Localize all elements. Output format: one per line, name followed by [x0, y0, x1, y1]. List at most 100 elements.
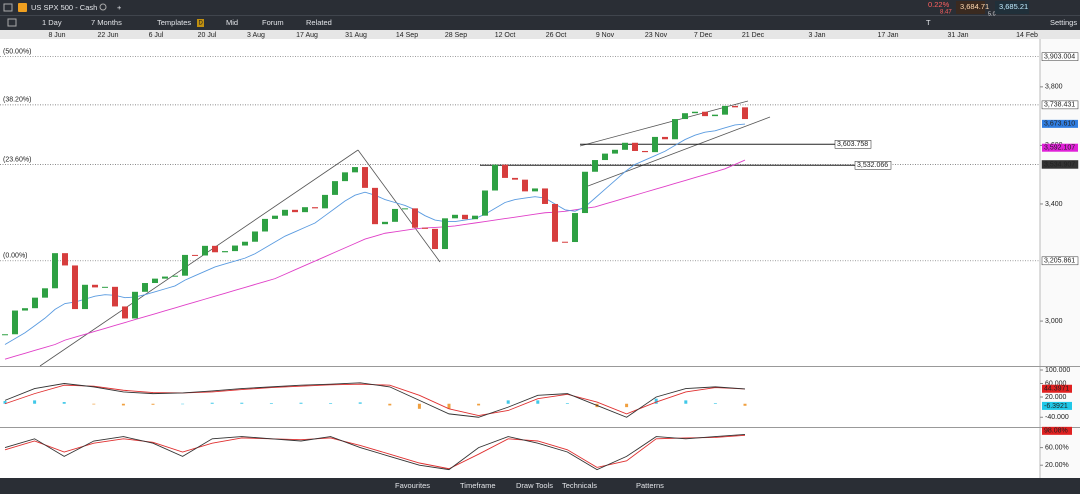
candle — [102, 286, 108, 288]
candle — [322, 194, 328, 209]
y-tick-label: 3,000 — [1045, 318, 1063, 325]
histogram-bar — [477, 403, 481, 406]
indicator-badge — [1042, 401, 1072, 410]
candle — [632, 142, 638, 151]
change: 8.47 — [940, 10, 952, 16]
candle — [52, 253, 58, 289]
y-tick-label: 60.000 — [1045, 380, 1067, 387]
histogram-bar — [447, 403, 451, 409]
candle — [142, 283, 148, 292]
candle — [702, 111, 708, 117]
candle — [442, 218, 448, 250]
candle — [72, 265, 78, 310]
templates[interactable]: Templates — [157, 18, 191, 27]
footer-tab[interactable]: Draw Tools — [516, 481, 553, 490]
fib-badge — [1041, 256, 1079, 266]
candle — [2, 334, 8, 336]
fib-badge — [1041, 160, 1079, 169]
date-label: 14 Sep — [396, 32, 418, 39]
range[interactable]: 7 Months — [91, 18, 122, 27]
date-label: 17 Jan — [877, 32, 898, 39]
add-tab[interactable]: + — [117, 3, 122, 12]
candle — [242, 241, 248, 246]
candle — [42, 288, 48, 298]
instrument-icon — [18, 3, 27, 12]
date-label: 31 Jan — [947, 32, 968, 39]
trend-lines — [39, 100, 771, 367]
candle — [602, 153, 608, 161]
forum[interactable]: Forum — [262, 18, 284, 27]
buy-price[interactable]: 3,685.21 — [999, 2, 1028, 11]
date-label: 28 Sep — [445, 32, 467, 39]
candle — [312, 207, 318, 209]
search-icon[interactable] — [99, 3, 107, 11]
related[interactable]: Related — [306, 18, 332, 27]
date-label: 22 Jun — [97, 32, 118, 39]
channel-line[interactable] — [579, 100, 749, 147]
footer-tab[interactable]: Favourites — [395, 481, 430, 490]
footer-tab[interactable]: Patterns — [636, 481, 664, 490]
change-pct: 0.22% — [928, 0, 950, 9]
candle — [742, 107, 748, 120]
date-label: 23 Nov — [645, 32, 668, 39]
y-tick-label: 3,800 — [1045, 84, 1063, 91]
indicator-badge-label: -6.3921 — [1044, 403, 1068, 410]
price-icon[interactable]: D — [199, 21, 204, 27]
date-label: 3 Aug — [247, 32, 265, 39]
candle — [562, 241, 568, 243]
settings[interactable]: Settings — [1050, 18, 1077, 27]
candle — [542, 188, 548, 204]
date-label: 7 Dec — [694, 32, 713, 39]
candle — [612, 149, 618, 154]
price-badge-label: 3,592.107 — [1044, 145, 1075, 152]
histogram-bar — [417, 403, 421, 409]
layout-icon[interactable] — [7, 18, 17, 27]
trend-line[interactable] — [39, 149, 359, 367]
level-label: 3,532.066 — [857, 162, 888, 169]
trend-line[interactable] — [357, 149, 441, 263]
sell-price[interactable]: 3,684.71 — [960, 2, 989, 11]
histogram-bar — [358, 402, 362, 404]
footer-tab[interactable]: Technicals — [562, 481, 597, 490]
y-tick-label: -40.000 — [1045, 414, 1069, 421]
candle — [672, 119, 678, 140]
date-axis — [0, 30, 1080, 39]
interval[interactable]: 1 Day — [42, 18, 62, 27]
buy-box[interactable] — [995, 1, 1029, 14]
candle — [282, 209, 288, 216]
candle — [512, 177, 518, 180]
histogram-bar — [506, 400, 510, 404]
candle — [172, 275, 178, 277]
histogram-bar — [329, 403, 333, 404]
histogram-bar — [210, 402, 214, 404]
footer-tab[interactable]: Timeframe — [460, 481, 496, 490]
candle — [642, 150, 648, 153]
price-type[interactable]: Mid — [226, 18, 238, 27]
histogram-bar — [625, 403, 629, 408]
histogram-bar — [62, 402, 66, 404]
stoch-k — [4, 433, 746, 471]
histogram-bar — [269, 403, 273, 404]
sell-box[interactable] — [956, 1, 985, 14]
channel-line[interactable] — [587, 116, 771, 187]
candle — [302, 207, 308, 213]
y-tick-label: 20.000 — [1045, 394, 1067, 401]
candle — [372, 187, 378, 225]
candle — [522, 179, 528, 192]
date-label: 17 Aug — [296, 32, 318, 39]
text-tool[interactable]: T — [926, 18, 931, 27]
instrument-name[interactable]: US SPX 500 - Cash — [31, 3, 97, 12]
menu-icon[interactable] — [3, 3, 13, 12]
histogram-bar — [92, 403, 96, 405]
date-label: 14 Feb — [1016, 32, 1038, 39]
fib-badge — [1041, 52, 1079, 61]
indicator-badge — [1042, 426, 1072, 435]
fib-label: (38.20%) — [3, 97, 31, 104]
candle — [82, 284, 88, 310]
candle — [22, 308, 28, 311]
candle — [432, 228, 438, 250]
candle — [572, 213, 578, 243]
date-label: 12 Oct — [495, 32, 516, 39]
